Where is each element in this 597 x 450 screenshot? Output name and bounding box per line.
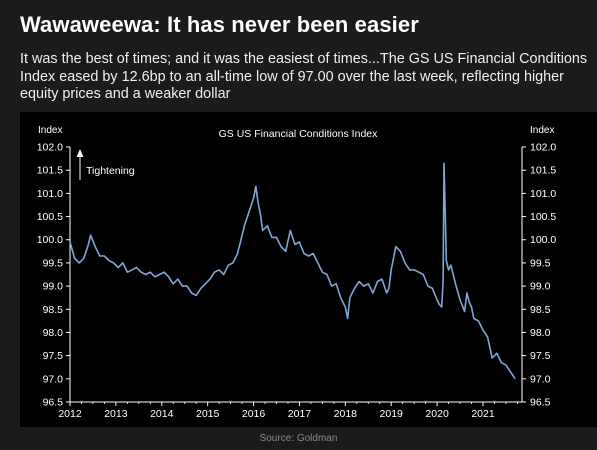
x-tick-label: 2021	[471, 408, 495, 420]
y-tick-label-right: 98.5	[530, 304, 551, 316]
tightening-arrow-head	[76, 149, 84, 157]
series-line-fci	[69, 162, 516, 380]
chart-title: GS US Financial Conditions Index	[219, 128, 378, 140]
y-tick-label-right: 96.5	[530, 397, 551, 409]
y-tick-label-right: 98.0	[530, 327, 551, 339]
y-tick-label-left: 96.5	[43, 397, 64, 409]
y-axis-label-right: Index	[530, 125, 554, 136]
y-tick-label-left: 101.5	[37, 165, 63, 177]
y-tick-label-right: 99.0	[530, 281, 551, 293]
y-tick-label-right: 97.0	[530, 373, 551, 385]
y-axis-label-left: Index	[38, 125, 62, 136]
x-tick-label: 2015	[196, 408, 220, 420]
financial-conditions-chart: GS US Financial Conditions Index Index I…	[37, 125, 557, 421]
x-tick-label: 2020	[425, 408, 449, 420]
y-tick-label-right: 101.5	[530, 165, 556, 177]
tightening-annotation: Tightening	[76, 149, 135, 180]
y-tick-label-left: 101.0	[37, 188, 63, 200]
y-tick-label-right: 100.0	[530, 234, 556, 246]
tightening-label: Tightening	[86, 165, 135, 177]
page-subtitle: It was the best of times; and it was the…	[20, 51, 588, 102]
y-tick-label-right: 100.5	[530, 211, 556, 223]
x-tick-label: 2018	[334, 408, 358, 420]
y-tick-label-right: 97.5	[530, 350, 551, 362]
y-tick-label-left: 97.5	[43, 350, 64, 362]
y-tick-label-right: 99.5	[530, 257, 551, 269]
y-tick-label-left: 102.0	[37, 142, 63, 154]
y-tick-label-left: 99.5	[43, 257, 64, 269]
y-tick-label-left: 98.0	[43, 327, 64, 339]
x-tick-label: 2013	[104, 408, 128, 420]
y-tick-label-left: 99.0	[43, 281, 64, 293]
x-tick-label: 2014	[150, 408, 174, 420]
x-tick-label: 2012	[58, 408, 82, 420]
y-tick-label-left: 100.0	[37, 234, 63, 246]
source-note: Source: Goldman	[259, 433, 338, 444]
chart-panel: GS US Financial Conditions Index Index I…	[20, 112, 597, 427]
y-tick-label-left: 97.0	[43, 373, 64, 385]
x-tick-label: 2017	[288, 408, 312, 420]
axes: 102.0 102.0 101.5 101.5 101.0 101.0 100.5 100.5…	[37, 142, 557, 421]
y-tick-label-right: 101.0	[530, 188, 556, 200]
x-tick-label: 2019	[380, 408, 404, 420]
page-title: Wawaweewa: It has never been easier	[20, 12, 419, 37]
y-tick-label-left: 100.5	[37, 211, 63, 223]
y-tick-label-right: 102.0	[530, 142, 556, 154]
y-tick-label-left: 98.5	[43, 304, 64, 316]
x-tick-label: 2016	[242, 408, 266, 420]
